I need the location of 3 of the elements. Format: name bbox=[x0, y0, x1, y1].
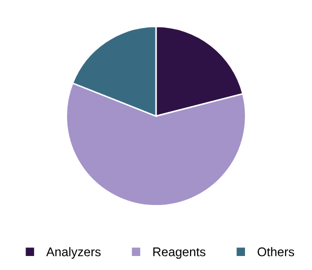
legend-label: Others bbox=[258, 247, 294, 256]
legend-label: Reagents bbox=[153, 248, 206, 259]
legend-label: Analyzers bbox=[46, 247, 101, 259]
